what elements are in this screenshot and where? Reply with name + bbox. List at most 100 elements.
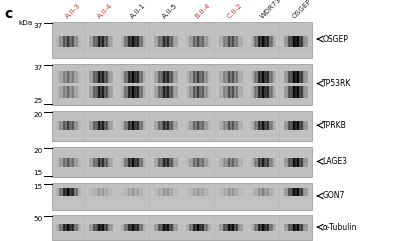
Bar [270,71,271,83]
Bar [132,36,133,47]
Bar [306,71,307,83]
Bar [145,224,146,231]
Bar [110,86,111,98]
Bar [252,71,253,83]
Bar [272,86,274,98]
Bar [88,71,90,83]
Bar [288,86,290,98]
Bar [242,86,243,98]
Bar [101,158,102,167]
Bar [166,158,168,167]
Bar [52,138,312,139]
Bar [128,86,130,98]
Bar [237,121,238,130]
Bar [254,121,256,130]
Bar [229,224,230,231]
Bar [52,215,312,240]
Bar [269,86,270,98]
Bar [52,231,312,232]
Bar [166,86,167,98]
Bar [267,224,268,231]
Bar [101,36,102,47]
Bar [226,158,227,167]
Bar [84,147,85,177]
Bar [110,36,112,47]
Bar [279,183,280,210]
Bar [251,86,252,98]
Bar [307,224,308,231]
Bar [263,188,264,196]
Bar [255,71,256,83]
Bar [106,71,108,83]
Bar [192,36,194,47]
Bar [290,224,291,231]
Bar [271,71,272,83]
Bar [230,121,231,130]
Bar [57,71,58,83]
Bar [157,188,158,196]
Bar [57,158,58,167]
Bar [76,158,77,167]
Bar [143,71,144,83]
Bar [199,158,200,167]
Bar [68,121,69,130]
Bar [172,188,174,196]
Bar [162,224,164,231]
Bar [162,224,163,231]
Bar [130,36,131,47]
Bar [192,36,193,47]
Bar [266,86,268,98]
Bar [222,36,223,47]
Bar [176,188,178,196]
Bar [218,86,220,98]
Bar [67,121,68,130]
Bar [102,188,104,196]
Bar [100,36,101,47]
Bar [96,86,97,98]
Bar [92,71,93,83]
Bar [228,158,230,167]
Bar [154,121,155,130]
Bar [187,121,188,130]
Bar [142,188,144,196]
Bar [66,86,67,98]
Bar [266,86,267,98]
Bar [257,158,258,167]
Bar [163,188,164,196]
Bar [132,188,133,196]
Bar [94,188,95,196]
Bar [273,121,274,130]
Bar [102,158,104,167]
Bar [305,188,306,196]
Bar [172,121,174,130]
Bar [124,188,126,196]
Bar [257,188,258,196]
Bar [106,86,107,98]
Bar [96,224,97,231]
Bar [140,86,142,98]
Bar [224,121,225,130]
Bar [90,188,92,196]
Bar [297,121,298,130]
Bar [302,158,303,167]
Bar [61,224,62,231]
Bar [127,86,128,98]
Bar [268,188,269,196]
Bar [265,224,266,231]
Bar [177,86,178,98]
Text: 15: 15 [34,170,43,176]
Bar [255,188,256,196]
Bar [157,158,158,167]
Bar [103,86,104,98]
Bar [306,71,308,83]
Bar [214,22,215,58]
Bar [292,188,293,196]
Bar [107,71,108,83]
Bar [107,224,108,231]
Bar [227,121,228,130]
Bar [70,86,71,98]
Bar [302,71,304,83]
Bar [56,188,57,196]
Bar [237,71,238,83]
Bar [218,36,220,47]
